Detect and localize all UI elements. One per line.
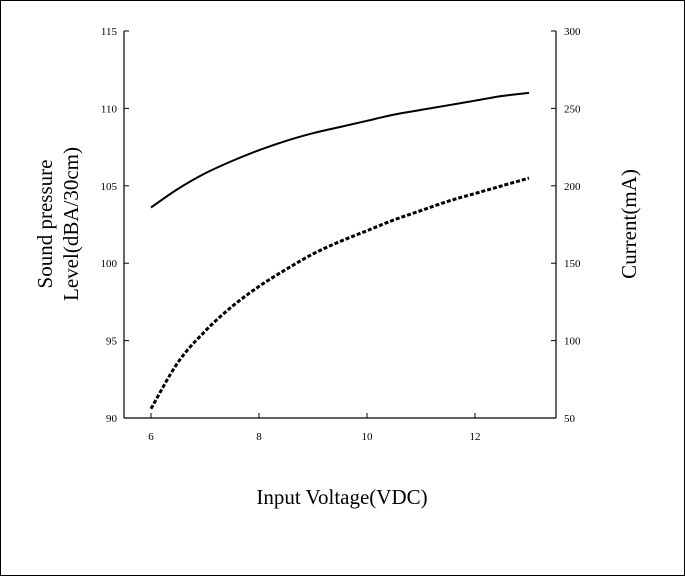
right-y-tick-label: 200 (564, 181, 581, 193)
left-y-tick-label: 115 (101, 26, 118, 38)
left-y-axis-title-line2: Level(dBA/30cm) (59, 147, 83, 301)
left-y-tick-label: 100 (101, 258, 118, 270)
axis-ticks: 90 95 100 105 110 115 50 100 150 200 250 300 6 8 10 12 (101, 26, 582, 443)
current-series-line (149, 176, 530, 410)
right-y-tick-label: 250 (564, 103, 581, 115)
right-y-tick-label: 100 (564, 336, 581, 348)
right-y-tick-label: 300 (564, 26, 581, 38)
x-axis-title: Input Voltage(VDC) (256, 485, 427, 509)
left-y-tick-label: 105 (101, 181, 118, 193)
left-y-axis-title-line1: Sound pressure (33, 160, 57, 289)
series-group (149, 91, 530, 410)
x-tick-label: 10 (362, 431, 374, 443)
x-tick-label: 6 (148, 431, 154, 443)
left-y-tick-label: 110 (101, 103, 118, 115)
left-y-tick-label: 95 (106, 336, 118, 348)
right-y-axis-title: Current(mA) (617, 169, 641, 279)
x-tick-label: 12 (470, 431, 481, 443)
left-y-tick-label: 90 (106, 413, 118, 425)
right-y-tick-label: 150 (564, 258, 581, 270)
sound-pressure-series-line (150, 91, 530, 209)
right-y-tick-label: 50 (564, 413, 576, 425)
x-tick-label: 8 (256, 431, 262, 443)
